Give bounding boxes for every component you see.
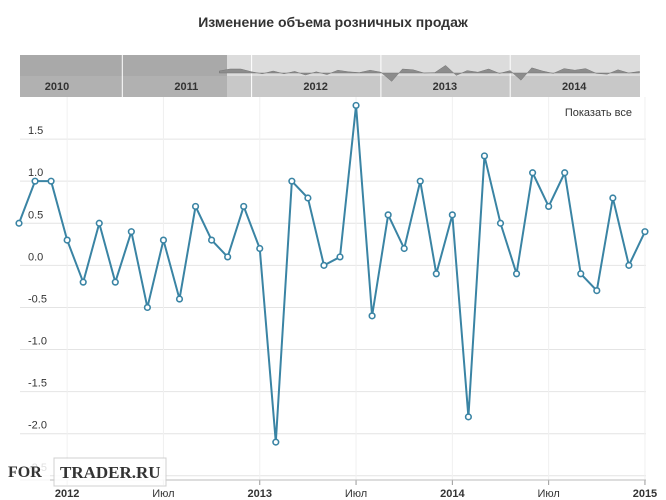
data-point[interactable]	[545, 202, 553, 211]
data-point[interactable]	[224, 253, 232, 261]
y-tick-label: -2.0	[28, 420, 47, 432]
data-point[interactable]	[79, 278, 87, 286]
navigator-year[interactable]: 2014	[562, 81, 587, 93]
y-tick-label: 0.0	[28, 251, 43, 263]
watermark: TRADER.RU	[60, 463, 161, 482]
y-tick-label: -1.0	[28, 336, 47, 348]
y-tick-label: 1.5	[28, 125, 43, 137]
data-point[interactable]	[625, 261, 633, 269]
x-tick-label: 2014	[440, 488, 465, 500]
data-point[interactable]	[208, 236, 216, 244]
data-point[interactable]	[143, 303, 151, 312]
data-point[interactable]	[15, 219, 23, 227]
data-point[interactable]	[47, 177, 55, 185]
y-tick-label: 1.0	[28, 167, 43, 179]
data-point[interactable]	[191, 202, 200, 211]
x-tick-label: Июл	[537, 488, 559, 500]
data-point[interactable]	[111, 278, 119, 286]
y-tick-label: -0.5	[28, 293, 47, 305]
navigator-year[interactable]: 2013	[433, 81, 457, 93]
data-point[interactable]	[593, 287, 601, 295]
data-point[interactable]	[175, 295, 184, 303]
watermark-box	[53, 457, 167, 487]
navigator-area	[219, 65, 640, 82]
reset-button[interactable]: Показать все	[565, 107, 632, 119]
data-point[interactable]	[63, 236, 71, 244]
navigator-year[interactable]: 2012	[303, 81, 327, 93]
data-point[interactable]	[320, 261, 328, 269]
series-line	[18, 105, 646, 443]
data-point[interactable]	[416, 177, 424, 185]
data-point[interactable]	[256, 244, 264, 253]
data-point[interactable]	[368, 312, 376, 320]
data-point[interactable]	[159, 236, 168, 244]
x-tick-label: 2012	[55, 488, 79, 500]
chart-title: Изменение объема розничных продаж	[198, 14, 469, 30]
x-tick-label: Июл	[152, 488, 174, 500]
data-point[interactable]	[641, 228, 649, 236]
data-point[interactable]	[400, 244, 408, 253]
data-point[interactable]	[448, 211, 456, 219]
data-point[interactable]	[512, 270, 521, 278]
data-point[interactable]	[127, 228, 135, 236]
y-tick-label: 0.5	[28, 209, 43, 221]
data-point[interactable]	[480, 152, 489, 160]
data-point[interactable]	[31, 177, 39, 185]
watermark: FOR	[8, 464, 42, 481]
data-point[interactable]	[272, 438, 280, 446]
data-point[interactable]	[577, 270, 585, 278]
data-point[interactable]	[384, 211, 392, 219]
data-point[interactable]	[432, 270, 440, 278]
data-point[interactable]	[528, 169, 537, 177]
data-point[interactable]	[496, 219, 505, 227]
data-point[interactable]	[240, 202, 248, 211]
navigator-year[interactable]: 2010	[45, 81, 69, 93]
data-point[interactable]	[352, 101, 360, 110]
x-tick-label: Июл	[345, 488, 367, 500]
data-point[interactable]	[95, 219, 103, 227]
y-tick-label: -1.5	[28, 378, 47, 390]
data-point[interactable]	[304, 194, 312, 202]
data-point[interactable]	[609, 194, 617, 202]
data-point[interactable]	[464, 413, 473, 421]
navigator-year[interactable]: 2011	[174, 81, 198, 93]
x-tick-label: 2013	[248, 488, 272, 500]
navigator-axis	[20, 76, 640, 97]
data-point[interactable]	[288, 177, 296, 185]
data-point[interactable]	[561, 169, 569, 177]
data-point[interactable]	[336, 253, 344, 261]
x-tick-label: 2015	[633, 488, 657, 500]
watermark-box	[2, 460, 50, 486]
